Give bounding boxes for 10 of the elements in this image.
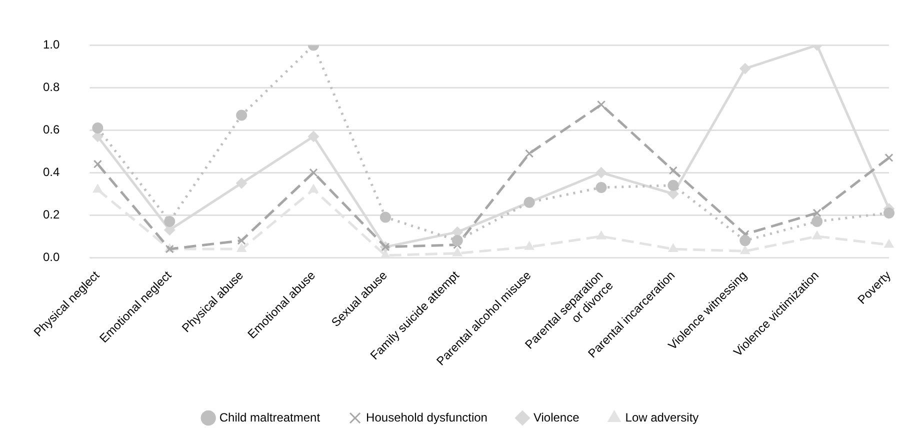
y-tick-label: 0.8 [42, 80, 60, 94]
y-tick-label: 0.0 [42, 250, 60, 264]
y-tick-label: 0.6 [42, 122, 60, 136]
legend-label: Child maltreatment [219, 410, 321, 424]
y-tick-label: 0.4 [42, 164, 60, 179]
legend-label: Household dysfunction [366, 410, 488, 424]
legend-label: Low adversity [625, 410, 699, 424]
y-tick-label: 0.2 [42, 207, 60, 222]
y-tick-label: 1.0 [42, 38, 60, 52]
legend-label: Violence [533, 410, 580, 424]
